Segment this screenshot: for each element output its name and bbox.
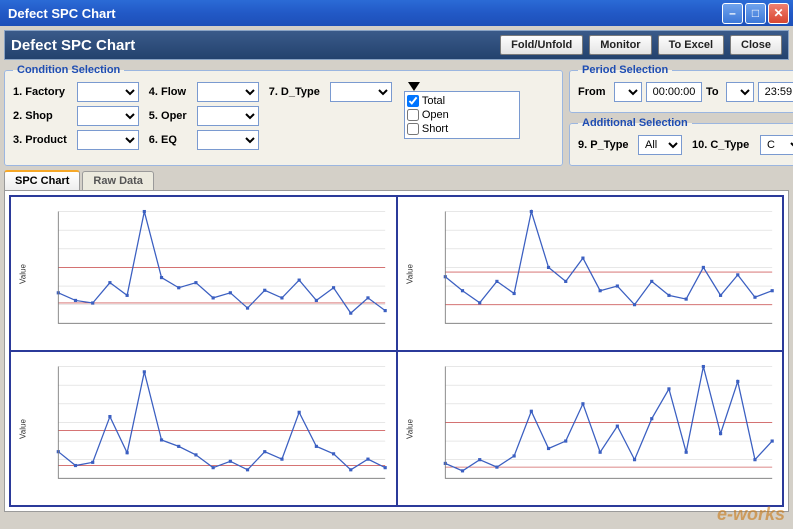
watermark: e-works: [717, 504, 785, 525]
chart-grid: Value Value Value Value: [9, 195, 784, 507]
product-label: 3. Product: [13, 134, 67, 146]
dtype-option[interactable]: Short: [407, 122, 517, 136]
to-time-input[interactable]: [758, 82, 793, 102]
ptype-select[interactable]: All: [638, 135, 682, 155]
spc-chart-3: Value: [10, 351, 397, 506]
flow-label: 4. Flow: [149, 86, 187, 98]
filter-area: Condition Selection 1. Factory 4. Flow 7…: [4, 64, 789, 166]
dtype-option-label: Short: [422, 122, 448, 136]
chart-ylabel: Value: [18, 419, 27, 439]
tab-raw-data[interactable]: Raw Data: [82, 171, 154, 190]
monitor-button[interactable]: Monitor: [589, 35, 651, 55]
oper-label: 5. Oper: [149, 110, 187, 122]
dtype-list[interactable]: TotalOpenShort: [404, 91, 520, 139]
factory-select[interactable]: [77, 82, 139, 102]
oper-select[interactable]: [197, 106, 259, 126]
spc-chart-2: Value: [397, 196, 784, 351]
to-excel-button[interactable]: To Excel: [658, 35, 724, 55]
dtype-option-label: Open: [422, 108, 449, 122]
window-close-button[interactable]: ✕: [768, 3, 789, 24]
from-label: From: [578, 86, 610, 98]
eq-label: 6. EQ: [149, 134, 187, 146]
tab-body: Value Value Value Value: [4, 190, 789, 512]
additional-legend: Additional Selection: [578, 117, 692, 129]
dtype-arrow-icon: [408, 82, 420, 91]
shop-label: 2. Shop: [13, 110, 67, 122]
ctype-select[interactable]: C: [760, 135, 793, 155]
app-title: Defect SPC Chart: [11, 37, 135, 54]
flow-select[interactable]: [197, 82, 259, 102]
dtype-option[interactable]: Open: [407, 108, 517, 122]
fold-unfold-button[interactable]: Fold/Unfold: [500, 35, 583, 55]
spc-chart-4: Value: [397, 351, 784, 506]
ptype-label: 9. P_Type: [578, 139, 634, 151]
dtype-option-label: Total: [422, 94, 445, 108]
dtype-option[interactable]: Total: [407, 94, 517, 108]
factory-label: 1. Factory: [13, 86, 67, 98]
to-label: To: [706, 86, 722, 98]
dtype-select[interactable]: [330, 82, 392, 102]
tab-spc-chart[interactable]: SPC Chart: [4, 170, 80, 190]
shop-select[interactable]: [77, 106, 139, 126]
additional-selection-panel: Additional Selection 9. P_Type All 10. C…: [569, 117, 793, 166]
close-button[interactable]: Close: [730, 35, 782, 55]
dtype-checkbox[interactable]: [407, 123, 419, 135]
condition-legend: Condition Selection: [13, 64, 124, 76]
dtype-checkbox[interactable]: [407, 109, 419, 121]
from-time-input[interactable]: [646, 82, 702, 102]
tabs: SPC Chart Raw Data Value Value Value Value: [4, 170, 789, 512]
to-date-select[interactable]: [726, 82, 754, 102]
spc-chart-1: Value: [10, 196, 397, 351]
ctype-label: 10. C_Type: [692, 139, 756, 151]
dtype-label: 7. D_Type: [269, 86, 320, 98]
chart-ylabel: Value: [18, 264, 27, 284]
window-titlebar: Defect SPC Chart – □ ✕: [0, 0, 793, 26]
app-header: Defect SPC Chart Fold/Unfold Monitor To …: [4, 30, 789, 60]
eq-select[interactable]: [197, 130, 259, 150]
from-date-select[interactable]: [614, 82, 642, 102]
condition-selection-panel: Condition Selection 1. Factory 4. Flow 7…: [4, 64, 563, 166]
chart-ylabel: Value: [405, 419, 414, 439]
product-select[interactable]: [77, 130, 139, 150]
window-title: Defect SPC Chart: [8, 6, 116, 21]
chart-ylabel: Value: [405, 264, 414, 284]
period-legend: Period Selection: [578, 64, 672, 76]
window-maximize-button[interactable]: □: [745, 3, 766, 24]
period-selection-panel: Period Selection From To: [569, 64, 793, 113]
window-minimize-button[interactable]: –: [722, 3, 743, 24]
dtype-checkbox[interactable]: [407, 95, 419, 107]
